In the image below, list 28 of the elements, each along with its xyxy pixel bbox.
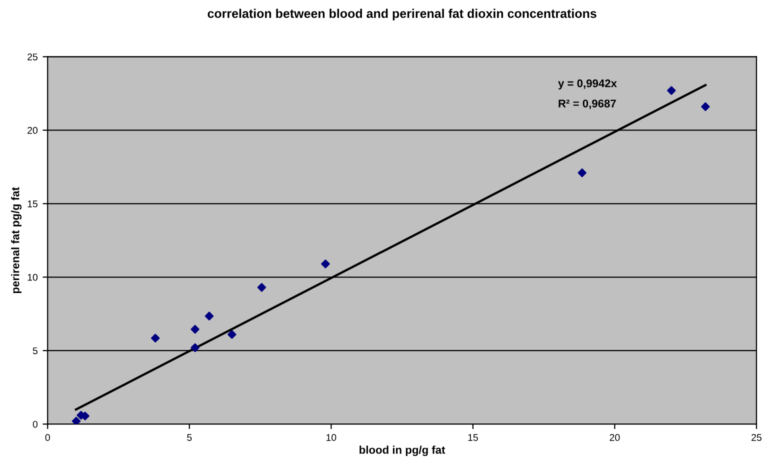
x-tick-label: 20 [610,434,620,441]
annotation: y = 0,9942x [558,79,617,90]
x-tick-label: 10 [326,434,336,441]
chart-title: correlation between blood and perirenal fat dioxin concentrations [208,8,596,20]
point [321,260,330,268]
point [72,416,81,424]
y-tick-label: 10 [28,274,38,281]
y-tick-label: 20 [28,126,38,134]
point [190,324,200,334]
y-tick-label: 0 [32,420,38,428]
y-tick-label: 5 [32,347,38,354]
point [190,343,200,352]
point [701,102,710,112]
point [257,283,266,292]
point [667,86,676,95]
x-axis-title: blood in pg/g fat [360,446,446,456]
x-tick-label: 5 [187,434,192,441]
x-tick-label: 0 [45,434,50,441]
point [150,334,160,342]
annotation: R² = 0,9687 [558,100,616,110]
point [578,168,586,178]
y-axis-title: perirenal fat pg/g fat [11,187,22,294]
point [204,312,214,320]
y-tick-label: 15 [28,200,38,208]
point [228,330,236,339]
x-tick-label: 15 [468,434,478,441]
x-tick-label: 25 [752,434,762,441]
y-tick-label: 25 [28,53,38,60]
